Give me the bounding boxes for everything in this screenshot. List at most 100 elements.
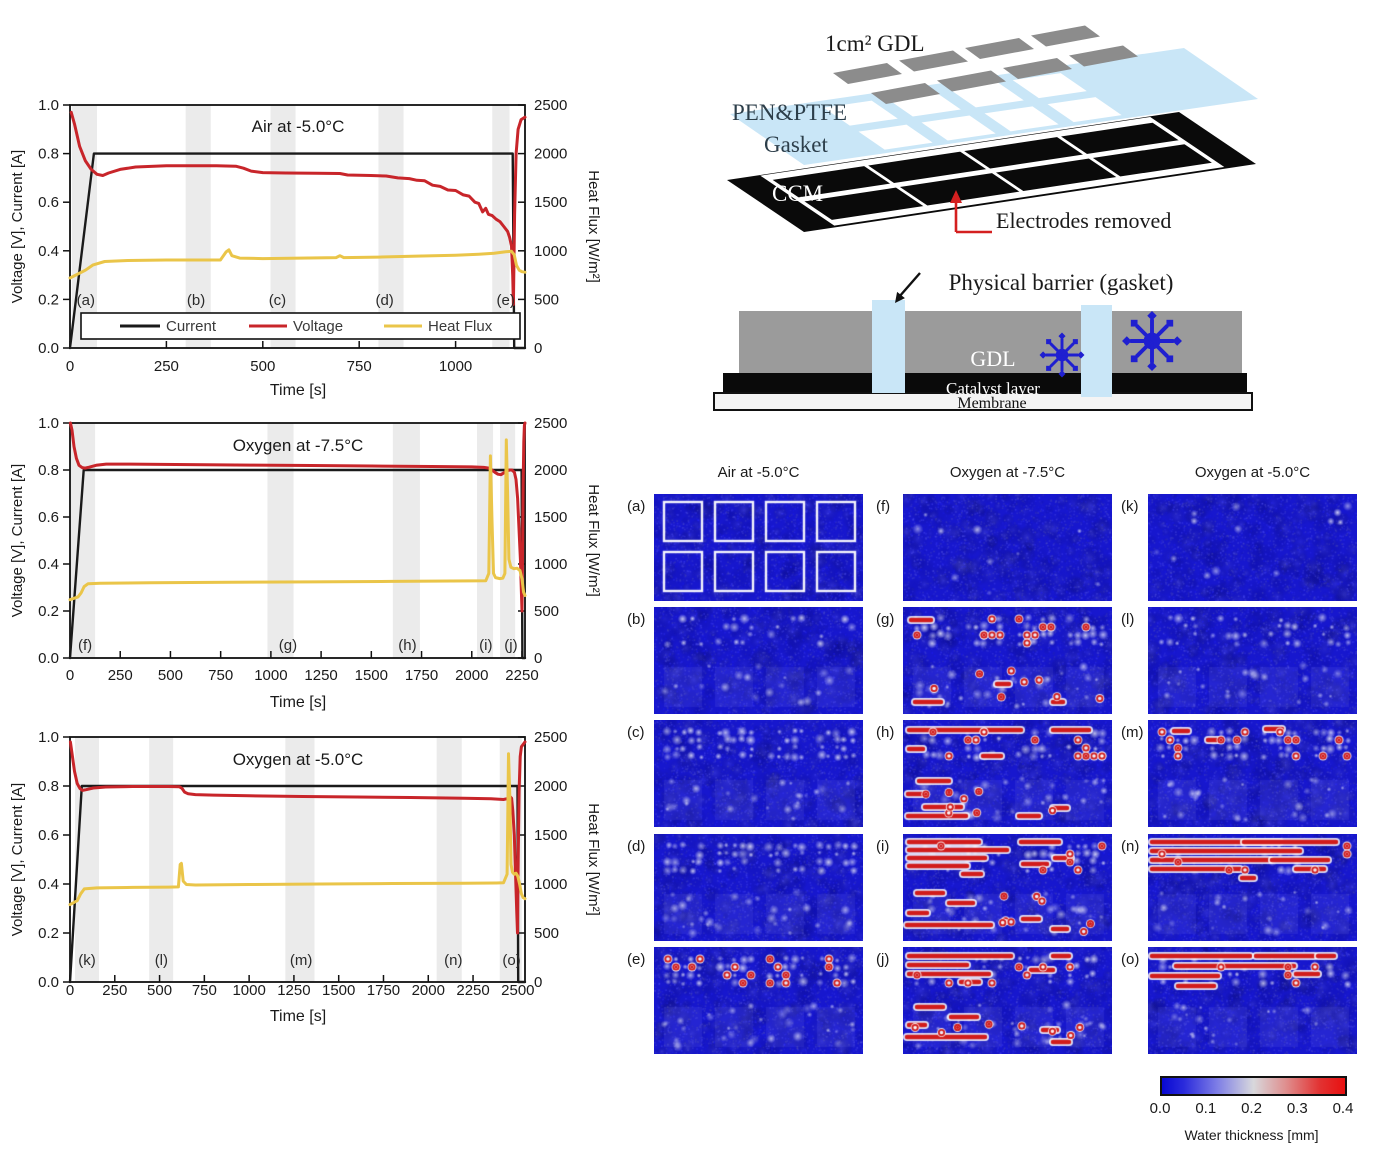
sampling-band [436,737,462,982]
catalyst-rect [723,373,1247,393]
panel-label: (b) [627,611,646,628]
barrier-arrowhead-icon [895,291,905,303]
grid-header-oxygen-neg5: Oxygen at -5.0°C [1194,464,1311,481]
snowflake-icon [1122,311,1182,371]
neutron-panel [903,947,1112,1054]
colorbar-caption: Water thickness [mm] [1184,1127,1319,1143]
x-axis-label: Time [s] [270,1008,326,1025]
y-right-tick-label: 500 [534,603,559,620]
gasket-hole [858,124,933,150]
y-right-tick-label: 500 [534,925,559,942]
y-left-tick-label: 0.0 [38,974,59,991]
panel-label: (d) [627,838,646,855]
panel-label: (c) [627,724,645,741]
y-left-tick-label: 1.0 [38,97,59,114]
sampling-band [267,423,294,658]
x-tick-label: 750 [208,667,233,684]
legend-label: Current [166,318,217,335]
sampling-band [149,737,174,982]
panel-label: (h) [876,724,895,741]
band-letter: (e) [497,292,515,309]
y-left-tick-label: 0.2 [38,291,59,308]
chart-title: Air at -5.0°C [252,117,345,136]
neutron-image [654,607,863,714]
gdl-square [871,83,940,104]
y-left-tick-label: 0.2 [38,603,59,620]
series-voltage [69,110,527,306]
neutron-image [903,834,1112,941]
neutron-image [654,947,863,1054]
y-right-axis-label: Heat Flux [W/m²] [585,170,602,283]
ice-crystals [1039,311,1182,378]
neutron-image [903,947,1112,1054]
band-letter: (d) [375,292,393,309]
y-left-tick-label: 0.4 [38,243,59,260]
x-tick-label: 1750 [367,982,400,999]
neutron-image [903,494,1112,601]
y-left-tick-label: 0.6 [38,827,59,844]
y-left-tick-label: 1.0 [38,729,59,746]
panel-label: (k) [1121,498,1139,515]
series-heat-flux [68,438,527,602]
gasket-hole [984,106,1059,132]
gdl-squares-layer [833,25,1138,104]
colorbar-tick-label: 0.1 [1195,1100,1217,1117]
band-letter: (a) [77,292,95,309]
gasket-hole [921,115,996,141]
chart-legend: Current Voltage Heat Flux [80,312,521,340]
legend-label: Voltage [293,318,343,335]
electrodes-annotation: Electrodes removed [950,190,1171,234]
band-letter: (f) [78,637,92,654]
y-left-tick-label: 0.0 [38,650,59,667]
chart-air-neg5: 0 250 500 750 1000 0.0 0.2 0.4 0.6 0.8 1.0 0 500 1000… [9,97,602,399]
y-right-tick-label: 2000 [534,778,567,795]
neutron-panel [1148,720,1357,827]
band-letter: (k) [78,952,96,969]
panel-label: (m) [1121,724,1144,741]
neutron-panel [903,494,1112,601]
colorbar-tick-label: 0.2 [1241,1100,1262,1117]
band-letter: (o) [502,952,520,969]
x-tick-label: 2000 [455,667,488,684]
y-right-tick-label: 1000 [534,876,567,893]
x-tick-label: 250 [102,982,127,999]
x-tick-label: 1250 [277,982,310,999]
y-right-tick-label: 0 [534,340,542,357]
barrier-label: Physical barrier (gasket) [949,270,1174,295]
colorbar-tick-label: 0.0 [1149,1100,1171,1117]
cross-section-diagram: Physical barrier (gasket) GDL Catalyst l… [713,270,1253,412]
gasket-hole [949,82,1024,108]
gasket-hole [1047,97,1122,123]
gdl-square [937,70,1006,92]
pen-ptfe-label: PEN&PTFE [732,100,847,125]
membrane-label: Membrane [957,395,1026,412]
membrane-rect [713,392,1253,411]
neutron-image [654,834,863,941]
neutron-image [654,494,863,601]
y-left-tick-label: 0.4 [38,556,59,573]
band-letter: (i) [479,637,492,654]
y-right-tick-label: 1500 [534,509,567,526]
band-letter: (b) [187,292,205,309]
neutron-panel [1148,607,1357,714]
grid-header-oxygen-neg7p5: Oxygen at -7.5°C [949,464,1066,481]
y-left-tick-label: 0.0 [38,340,59,357]
neutron-panel [1148,494,1357,601]
panel-label: (f) [876,498,891,515]
y-left-tick-label: 0.6 [38,509,59,526]
series-voltage [68,740,527,935]
gasket-hole [823,100,898,126]
gdl-square [965,38,1034,59]
neutron-image [1148,494,1357,601]
y-right-tick-label: 0 [534,650,542,667]
x-axis-label: Time [s] [270,382,326,399]
neutron-panel [903,720,1112,827]
neutron-panel [654,834,863,941]
gasket-bar-1 [872,300,905,393]
x-tick-label: 750 [347,358,372,375]
gasket-holes [823,73,1122,150]
x-tick-label: 2500 [501,982,534,999]
gdl-square [899,50,968,72]
neutron-image [654,720,863,827]
band-letter: (h) [398,637,416,654]
